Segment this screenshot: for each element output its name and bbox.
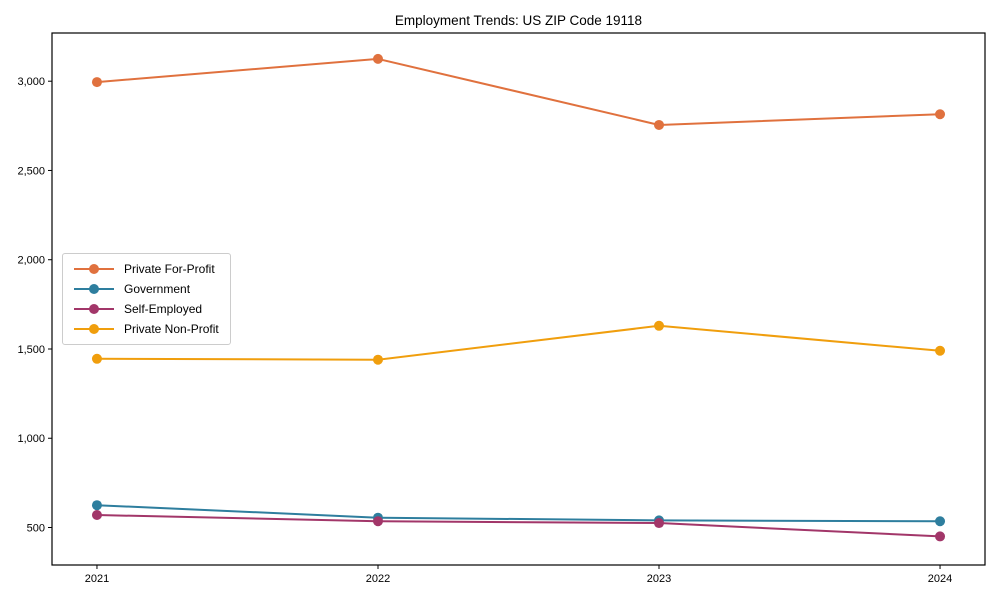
data-point-private-non-profit — [935, 345, 946, 356]
x-tick-label: 2022 — [366, 573, 390, 585]
data-point-private-for-profit — [935, 109, 946, 120]
y-tick-label: 500 — [27, 523, 45, 535]
legend-dot-icon — [89, 304, 99, 314]
legend: Private For-Profit Government Self-Emplo… — [62, 253, 231, 345]
legend-swatch-line-dot-icon — [74, 284, 114, 294]
series-line-private-for-profit — [96, 57, 941, 126]
data-point-government — [935, 516, 946, 527]
data-point-self-employed — [372, 516, 383, 527]
plot-border — [51, 32, 986, 566]
legend-label: Private For-Profit — [124, 262, 215, 276]
legend-item-private-for-profit: Private For-Profit — [72, 261, 219, 277]
x-tick-label: 2021 — [85, 573, 109, 585]
series-line-government — [96, 504, 941, 523]
data-point-self-employed — [935, 531, 946, 542]
data-point-private-for-profit — [91, 77, 102, 88]
data-point-private-non-profit — [91, 353, 102, 364]
chart-title: Employment Trends: US ZIP Code 19118 — [394, 13, 643, 28]
legend-swatch-line-dot-icon — [74, 324, 114, 334]
legend-label: Self-Employed — [124, 302, 203, 316]
x-tick-label: 2024 — [928, 573, 952, 585]
series-line-private-non-profit — [96, 324, 941, 361]
legend-dot-icon — [89, 284, 99, 294]
data-point-private-non-profit — [654, 320, 665, 331]
data-point-self-employed — [654, 518, 665, 529]
legend-swatch-line-dot-icon — [74, 264, 114, 274]
data-point-private-for-profit — [372, 53, 383, 64]
y-tick-label: 1,000 — [17, 433, 45, 445]
y-tick-label: 2,500 — [17, 165, 45, 177]
data-point-private-non-profit — [372, 354, 383, 365]
y-tick-label: 3,000 — [17, 76, 45, 88]
legend-item-self-employed: Self-Employed — [72, 301, 219, 317]
legend-item-private-non-profit: Private Non-Profit — [72, 321, 219, 337]
legend-dot-icon — [89, 324, 99, 334]
legend-label: Government — [124, 282, 191, 296]
legend-item-government: Government — [72, 281, 219, 297]
data-point-self-employed — [91, 510, 102, 521]
data-point-private-for-profit — [654, 119, 665, 130]
legend-label: Private Non-Profit — [124, 322, 219, 336]
x-tick-label: 2023 — [647, 573, 671, 585]
legend-dot-icon — [89, 264, 99, 274]
y-tick-label: 1,500 — [17, 344, 45, 356]
series-line-self-employed — [96, 514, 941, 538]
legend-swatch-line-dot-icon — [74, 304, 114, 314]
data-point-government — [91, 500, 102, 511]
y-tick-label: 2,000 — [17, 255, 45, 267]
